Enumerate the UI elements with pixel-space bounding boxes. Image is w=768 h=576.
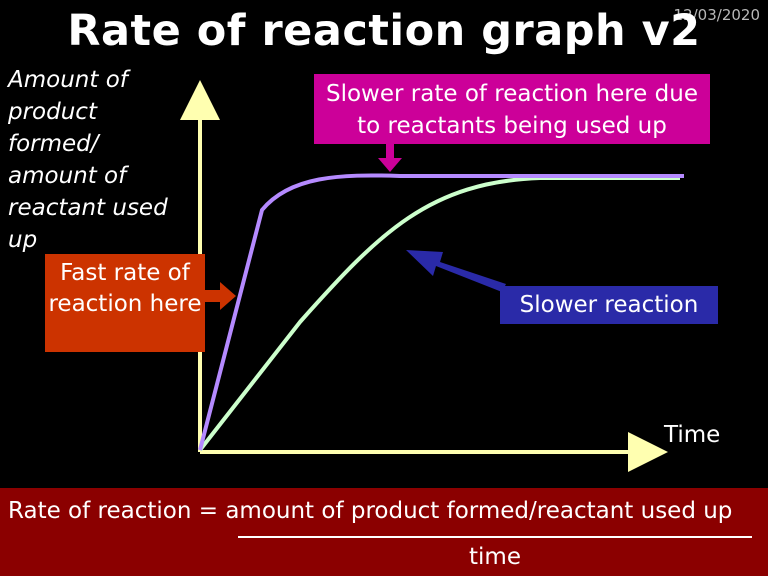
fast-rate-callout: Fast rate of reaction here [45, 254, 205, 352]
rate-equation-banner: Rate of reaction = amount of product for… [0, 488, 768, 576]
slow-reaction-curve [198, 176, 680, 452]
fraction-bar [238, 536, 752, 538]
x-axis-label: Time [664, 422, 721, 448]
fast-reaction-curve [198, 173, 684, 451]
equation-denominator: time [469, 544, 521, 570]
plateau-callout: Slower rate of reaction here due to reac… [314, 74, 710, 144]
slow-reaction-callout: Slower reaction [500, 286, 718, 324]
slide-date: 12/03/2020 [673, 6, 760, 24]
slide-title: Rate of reaction graph v2 [67, 6, 701, 56]
y-axis-label: Amount of product formed/ amount of reac… [8, 67, 168, 253]
plateau-arrow [378, 144, 402, 172]
slow-reaction-arrow [406, 250, 506, 292]
equation-numerator: Rate of reaction = amount of product for… [8, 498, 733, 524]
fast-rate-arrow [205, 282, 236, 310]
